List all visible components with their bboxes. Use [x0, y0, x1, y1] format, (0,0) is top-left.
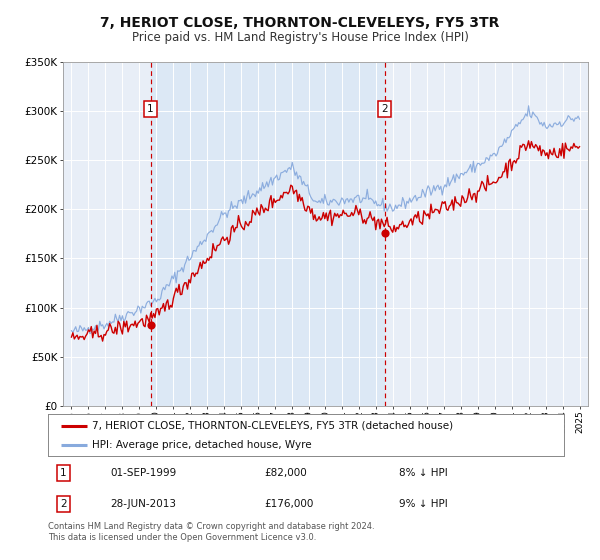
- Text: 1: 1: [60, 468, 67, 478]
- Bar: [151, 62, 385, 406]
- Text: 7, HERIOT CLOSE, THORNTON-CLEVELEYS, FY5 3TR (detached house): 7, HERIOT CLOSE, THORNTON-CLEVELEYS, FY5…: [92, 421, 453, 431]
- Text: 2: 2: [381, 104, 388, 114]
- Point: [146, 321, 155, 330]
- Point: [380, 228, 389, 237]
- Text: £176,000: £176,000: [265, 499, 314, 509]
- Text: Contains HM Land Registry data © Crown copyright and database right 2024.: Contains HM Land Registry data © Crown c…: [48, 522, 374, 531]
- Text: HPI: Average price, detached house, Wyre: HPI: Average price, detached house, Wyre: [92, 440, 311, 450]
- Text: 1: 1: [147, 104, 154, 114]
- Text: 8% ↓ HPI: 8% ↓ HPI: [399, 468, 448, 478]
- Text: £82,000: £82,000: [265, 468, 307, 478]
- Text: This data is licensed under the Open Government Licence v3.0.: This data is licensed under the Open Gov…: [48, 533, 316, 542]
- Text: Price paid vs. HM Land Registry's House Price Index (HPI): Price paid vs. HM Land Registry's House …: [131, 31, 469, 44]
- Text: 2: 2: [60, 499, 67, 509]
- Text: 7, HERIOT CLOSE, THORNTON-CLEVELEYS, FY5 3TR: 7, HERIOT CLOSE, THORNTON-CLEVELEYS, FY5…: [100, 16, 500, 30]
- Text: 9% ↓ HPI: 9% ↓ HPI: [399, 499, 448, 509]
- Text: 01-SEP-1999: 01-SEP-1999: [110, 468, 176, 478]
- Text: 28-JUN-2013: 28-JUN-2013: [110, 499, 176, 509]
